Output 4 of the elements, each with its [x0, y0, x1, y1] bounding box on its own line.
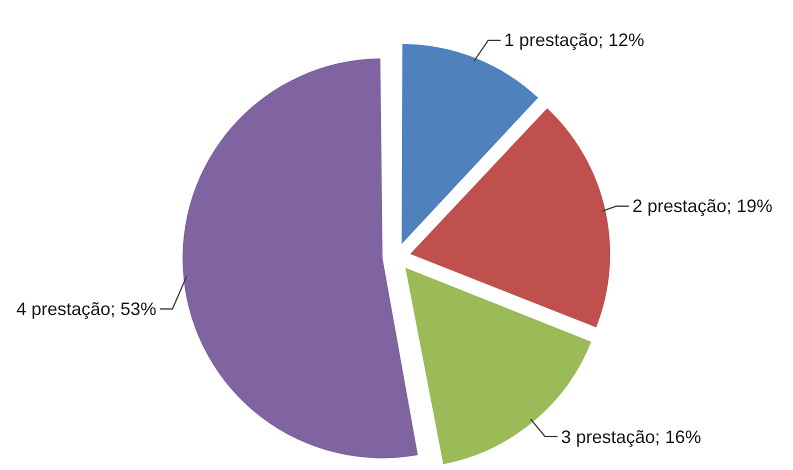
slice-label: 3 prestação; 16% — [560, 426, 702, 448]
slice-label: 2 prestação; 19% — [632, 195, 772, 218]
slice-label: 1 prestação; 12% — [504, 29, 644, 52]
slice-label: 4 prestação; 53% — [16, 298, 156, 320]
